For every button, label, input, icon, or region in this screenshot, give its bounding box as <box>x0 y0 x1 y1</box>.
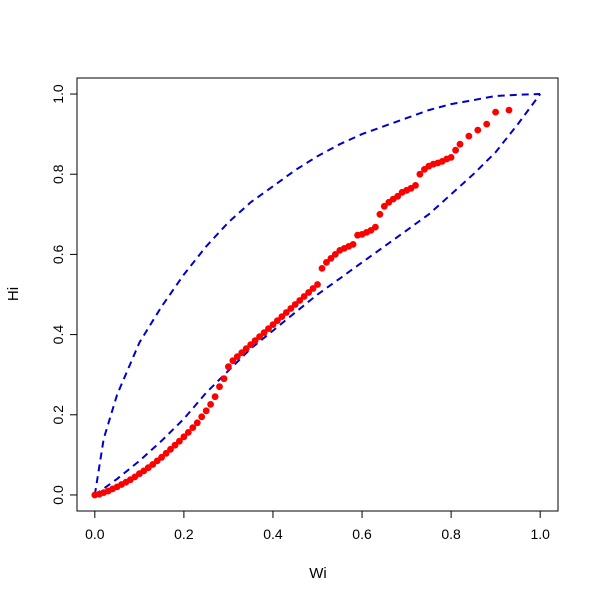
data-point <box>189 424 197 431</box>
data-point <box>242 345 250 352</box>
data-point <box>314 281 321 288</box>
data-point <box>207 401 215 408</box>
data-point <box>238 349 246 356</box>
data-point <box>220 375 228 383</box>
data-point <box>412 182 419 189</box>
data-point <box>309 285 317 292</box>
data-point <box>452 146 459 154</box>
data-point <box>447 154 455 161</box>
data-point <box>331 251 339 258</box>
data-point <box>265 325 272 332</box>
data-point <box>202 407 210 415</box>
data-point <box>376 210 384 218</box>
x-tick-label: 0.4 <box>263 526 283 542</box>
y-tick-label: 0.0 <box>50 485 66 505</box>
x-tick-label: 0.0 <box>85 526 105 542</box>
data-point <box>225 363 232 371</box>
data-point <box>318 265 326 272</box>
data-point <box>167 445 174 453</box>
data-point <box>260 329 268 336</box>
y-axis-label: Hi <box>5 287 22 301</box>
x-tick-label: 0.2 <box>174 526 194 542</box>
data-point <box>269 321 277 328</box>
data-point <box>465 132 473 140</box>
data-point <box>287 305 295 312</box>
data-point <box>229 357 237 365</box>
data-point <box>251 337 259 344</box>
data-point <box>474 126 482 134</box>
x-axis-label: Wi <box>309 565 327 582</box>
data-point <box>394 192 402 200</box>
data-point <box>323 259 330 266</box>
data-point <box>416 170 424 178</box>
x-axis: 0.0 0.2 0.4 0.6 0.8 1.0 <box>85 510 550 542</box>
data-point <box>483 120 491 128</box>
y-tick-label: 0.2 <box>50 405 66 425</box>
data-point <box>380 202 388 210</box>
y-tick-label: 0.8 <box>50 164 66 184</box>
data-point <box>274 317 281 324</box>
data-point <box>216 383 223 391</box>
data-point <box>456 140 464 148</box>
data-point <box>349 241 357 248</box>
y-axis: 0.0 0.2 0.4 0.6 0.8 1.0 <box>50 84 78 505</box>
data-point <box>372 223 379 231</box>
data-point <box>305 289 312 296</box>
bound-curves <box>93 93 542 496</box>
y-tick-label: 0.4 <box>50 325 66 345</box>
x-tick-label: 0.6 <box>352 526 372 542</box>
data-point <box>184 429 192 436</box>
data-point <box>198 413 206 421</box>
lower-bound-curve <box>94 93 542 496</box>
data-point <box>158 453 166 461</box>
data-point <box>278 313 286 320</box>
data-point <box>256 333 263 340</box>
data-point <box>211 393 219 401</box>
data-point <box>233 353 241 360</box>
x-tick-label: 0.8 <box>441 526 461 542</box>
data-point <box>247 341 255 348</box>
data-point <box>193 419 201 427</box>
y-tick-label: 1.0 <box>50 84 66 104</box>
data-point <box>492 108 499 116</box>
data-point <box>180 433 188 441</box>
data-point <box>327 255 335 262</box>
data-point <box>505 106 513 114</box>
x-tick-label: 1.0 <box>530 526 550 542</box>
data-point <box>300 293 308 300</box>
data-point <box>282 309 290 316</box>
data-point <box>171 441 179 449</box>
data-points <box>91 106 513 499</box>
data-point <box>291 301 299 308</box>
data-point <box>296 297 304 304</box>
upper-bound-curve <box>93 93 541 496</box>
y-tick-label: 0.6 <box>50 244 66 264</box>
data-point <box>176 437 183 445</box>
data-point <box>162 449 170 457</box>
